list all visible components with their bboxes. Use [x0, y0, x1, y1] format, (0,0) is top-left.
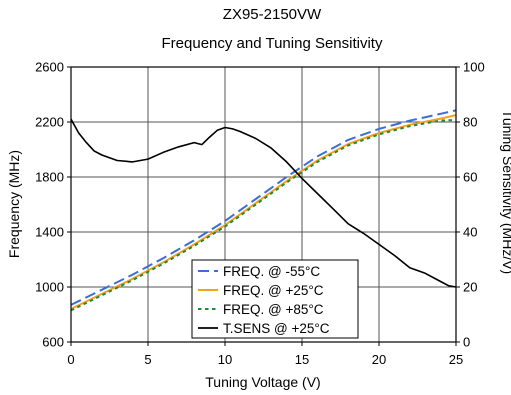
series-lines — [70, 109, 457, 312]
x-tick-label: 10 — [218, 352, 232, 367]
y-tick-label: 1400 — [35, 225, 64, 240]
legend-label-4: T.SENS @ +25°C — [223, 321, 330, 336]
y2-tick-label: 0 — [463, 335, 470, 350]
y2-tick-label: 60 — [463, 170, 477, 185]
y2-tick-label: 80 — [463, 115, 477, 130]
y-axis-title: Frequency (MHz) — [6, 150, 22, 258]
tick-labels: 0 5 10 15 20 25 600 1000 1400 1800 2200 2600 0 20 40 60… — [35, 60, 485, 368]
y2-tick-label: 40 — [463, 225, 477, 240]
x-tick-label: 20 — [372, 352, 386, 367]
series-line-1 — [70, 109, 457, 306]
legend: FREQ. @ -55°C FREQ. @ +25°C FREQ. @ +85°C T… — [191, 259, 359, 339]
legend-label-2: FREQ. @ +25°C — [223, 283, 324, 298]
series-line-2 — [70, 114, 457, 310]
y-tick-label: 1000 — [35, 280, 64, 295]
x-tick-label: 5 — [144, 352, 151, 367]
y2-tick-label: 100 — [463, 60, 485, 75]
x-axis-title: Tuning Voltage (V) — [205, 374, 320, 390]
y-tick-label: 2600 — [35, 60, 64, 75]
chart-subtitle: Frequency and Tuning Sensitivity — [162, 35, 383, 52]
legend-label-3: FREQ. @ +85°C — [223, 302, 324, 317]
y2-axis-title: Tuning Sensitivity (MHz/V) — [500, 110, 511, 274]
y-tick-label: 1800 — [35, 170, 64, 185]
series-line-3 — [70, 118, 457, 312]
y-tick-label: 2200 — [35, 115, 64, 130]
plot-area-border — [70, 66, 457, 343]
y2-tick-label: 20 — [463, 280, 477, 295]
chart-title: ZX95-2150VW — [223, 6, 322, 23]
series-line-4 — [70, 118, 457, 288]
legend-box — [191, 259, 359, 339]
legend-label-1: FREQ. @ -55°C — [223, 264, 320, 279]
x-tick-label: 25 — [449, 352, 463, 367]
y-tick-label: 600 — [42, 335, 64, 350]
x-tick-label: 15 — [295, 352, 309, 367]
x-tick-label: 0 — [67, 352, 74, 367]
